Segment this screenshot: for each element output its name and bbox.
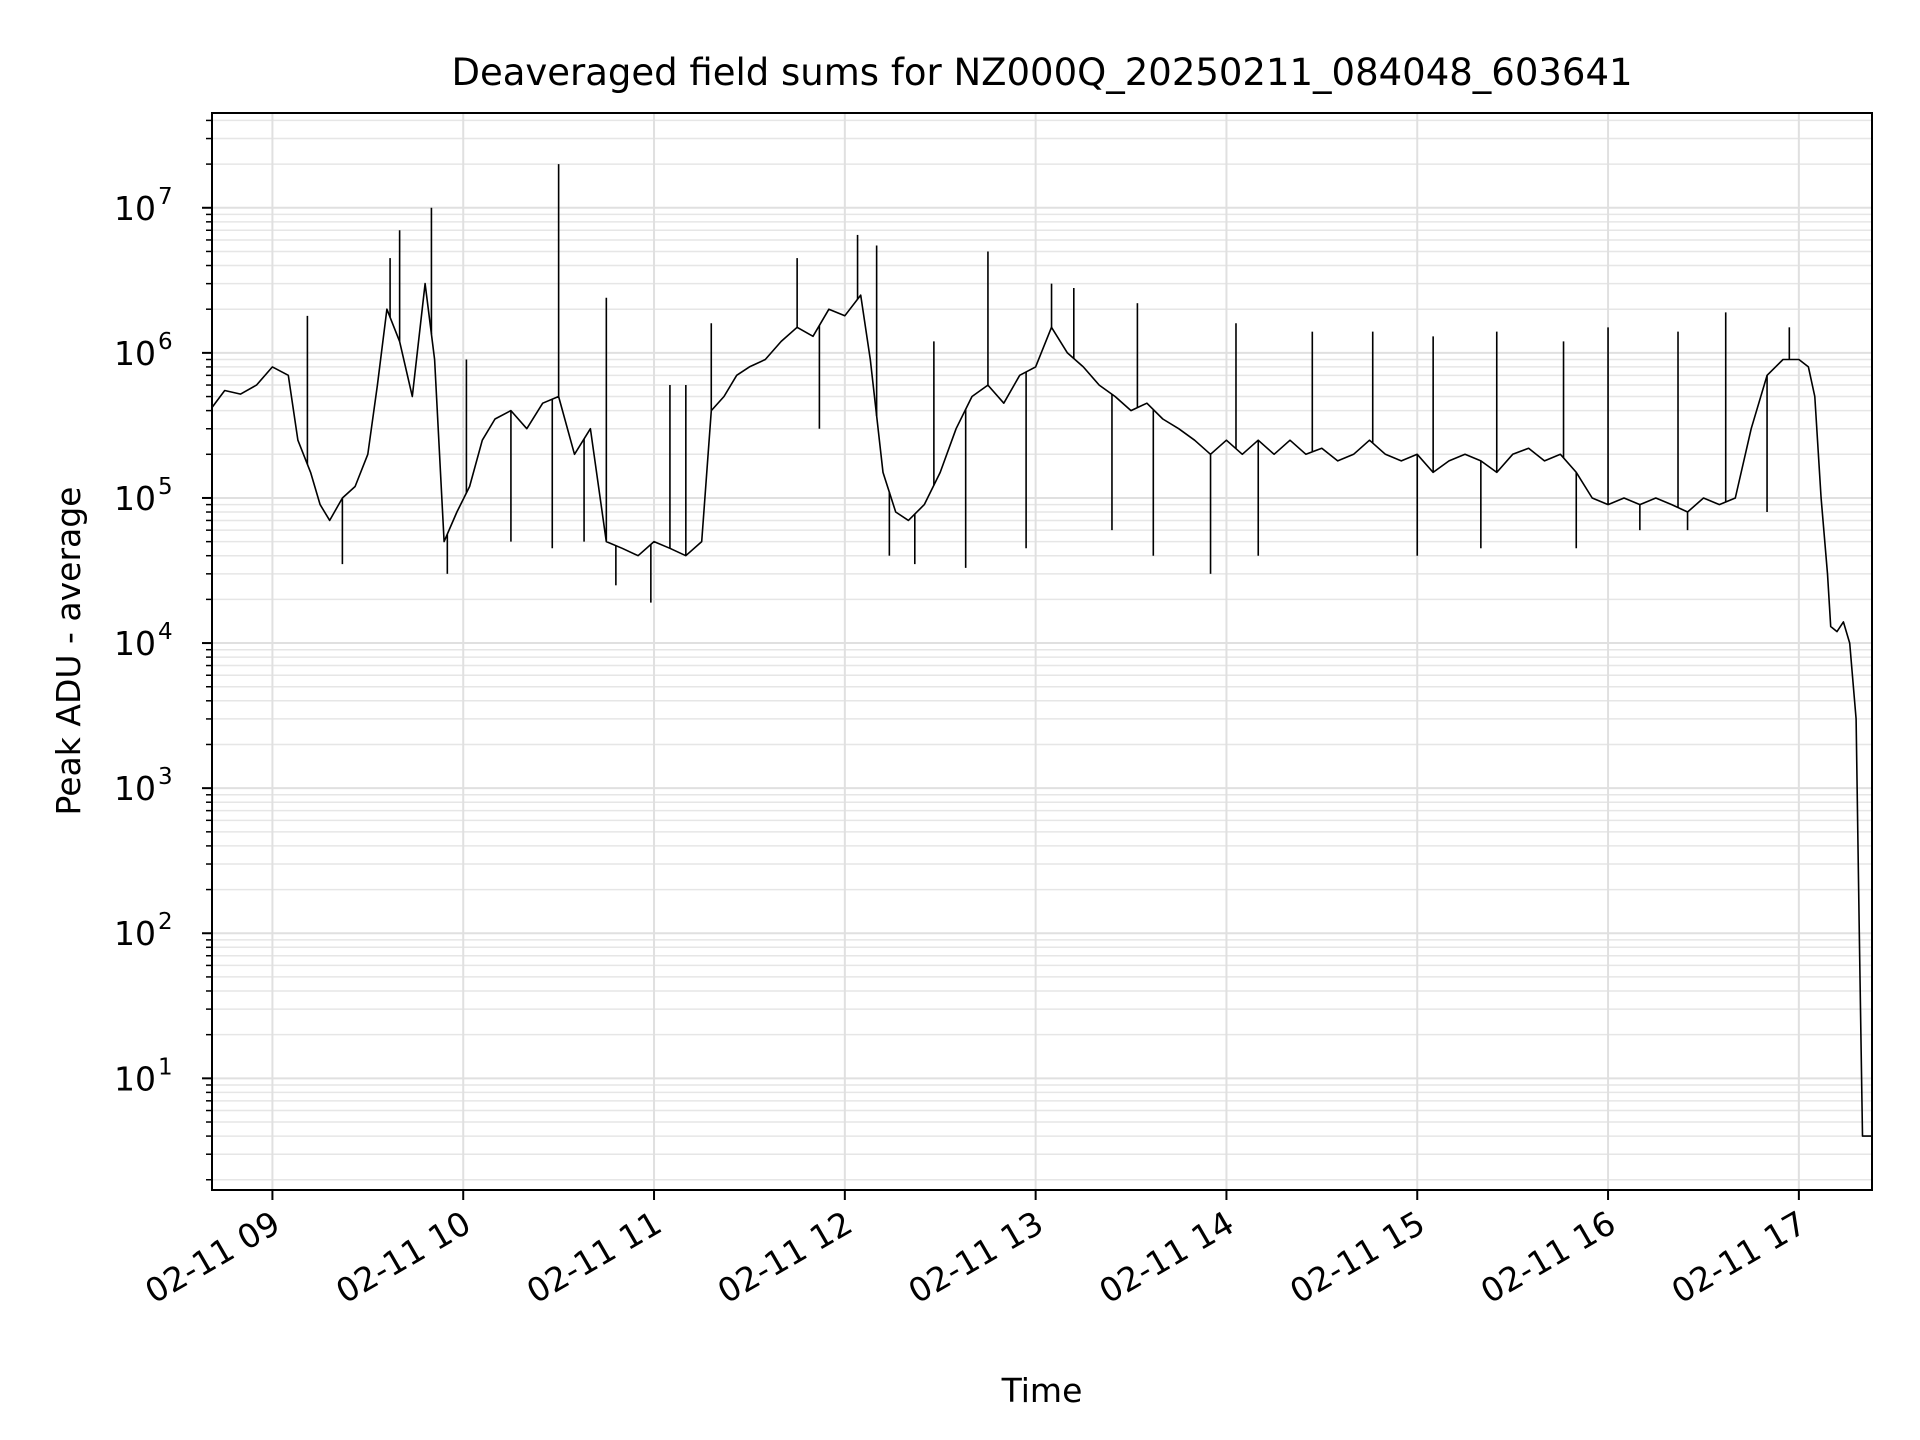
y-tick-exponent: 2 [158, 909, 173, 935]
y-tick-label: 10 [114, 1059, 156, 1098]
y-tick-label: 10 [114, 914, 156, 953]
y-tick-exponent: 6 [158, 329, 173, 355]
chart-title: Deaveraged field sums for NZ000Q_2025021… [451, 51, 1632, 94]
y-tick-exponent: 4 [158, 619, 173, 645]
series-layer [211, 164, 1872, 1137]
x-axis-label: Time [1001, 1371, 1083, 1410]
series-line [211, 282, 1872, 1137]
y-tick-exponent: 5 [158, 474, 173, 500]
y-tick-label: 10 [114, 189, 156, 228]
y-tick-label: 10 [114, 624, 156, 663]
y-tick-exponent: 1 [158, 1054, 173, 1080]
y-tick-exponent: 3 [158, 764, 173, 790]
y-tick-label: 10 [114, 334, 156, 373]
plot-frame [211, 112, 1873, 1191]
grid [212, 113, 1872, 1190]
y-tick-label: 10 [114, 769, 156, 808]
y-tick-exponent: 7 [158, 184, 173, 210]
y-axis-label: Peak ADU - average [49, 487, 88, 816]
y-tick-label: 10 [114, 479, 156, 518]
